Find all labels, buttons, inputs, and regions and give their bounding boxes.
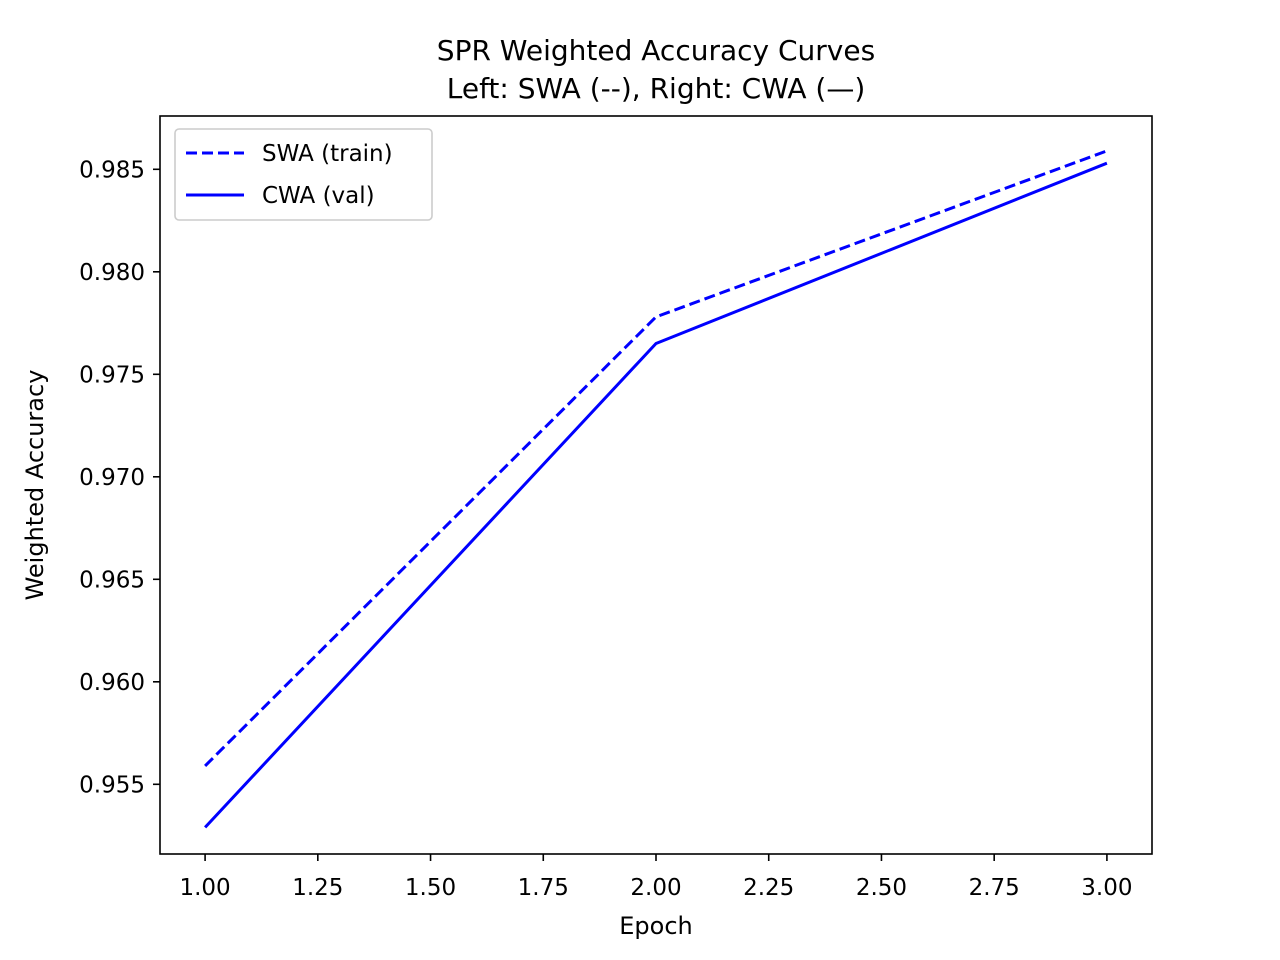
x-tick-label: 2.00 [630, 875, 681, 901]
y-tick-label: 0.960 [79, 670, 145, 696]
chart-subtitle: Left: SWA (--), Right: CWA (—) [447, 72, 866, 105]
y-tick-label: 0.965 [79, 567, 145, 593]
y-tick-label: 0.980 [79, 260, 145, 286]
x-tick-label: 1.25 [292, 875, 343, 901]
x-tick-label: 1.50 [405, 875, 456, 901]
legend-label-swa: SWA (train) [262, 141, 393, 167]
y-axis: 0.955 0.960 0.965 0.970 0.975 0.980 0.985 [79, 157, 160, 798]
x-tick-label: 3.00 [1081, 875, 1132, 901]
y-tick-label: 0.970 [79, 465, 145, 491]
y-tick-label: 0.955 [79, 772, 145, 798]
x-axis: 1.00 1.25 1.50 1.75 2.00 2.25 2.50 2.75 3.00 [179, 854, 1133, 901]
series-line-cwa-val [204, 161, 1108, 829]
y-tick-label: 0.985 [79, 157, 145, 183]
series-line-swa-train [204, 149, 1108, 767]
legend: SWA (train) CWA (val) [174, 128, 433, 221]
legend-label-cwa: CWA (val) [262, 183, 375, 209]
x-tick-label: 2.75 [969, 875, 1020, 901]
series-layer [204, 149, 1108, 829]
y-axis-label: Weighted Accuracy [21, 370, 49, 601]
x-tick-label: 2.50 [856, 875, 907, 901]
chart-title: SPR Weighted Accuracy Curves [437, 34, 875, 67]
x-tick-label: 1.00 [179, 875, 230, 901]
y-tick-label: 0.975 [79, 362, 145, 388]
x-axis-label: Epoch [619, 912, 693, 940]
x-tick-label: 1.75 [518, 875, 569, 901]
x-tick-label: 2.25 [743, 875, 794, 901]
plot-frame [159, 115, 1153, 855]
